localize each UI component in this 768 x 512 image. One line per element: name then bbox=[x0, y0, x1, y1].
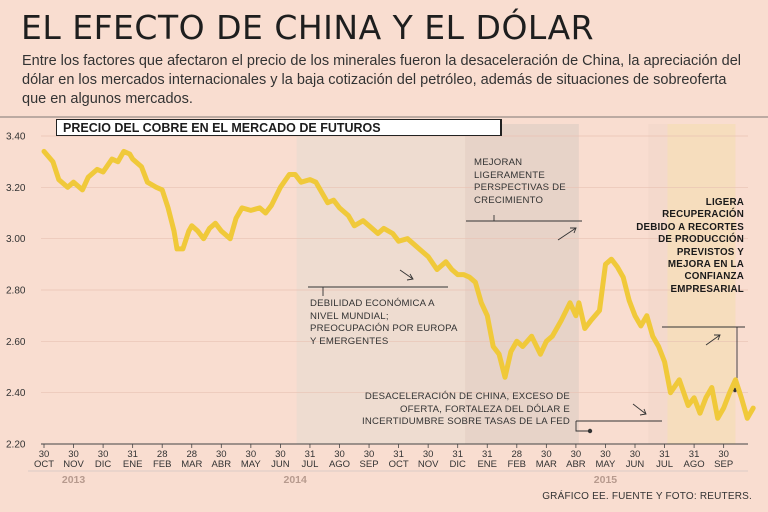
shaded-region bbox=[465, 124, 579, 444]
x-tick-day: 30 bbox=[364, 449, 375, 460]
annotation-mejoran: MEJORAN LIGERAMENTE PERSPECTIVAS DE CREC… bbox=[474, 157, 566, 206]
y-tick-label: 2.40 bbox=[6, 388, 26, 399]
arrow-desaceleracion bbox=[632, 403, 647, 415]
x-tick-day: 30 bbox=[334, 449, 345, 460]
x-tick-day: 30 bbox=[541, 449, 552, 460]
year-label: 2015 bbox=[594, 474, 618, 486]
x-tick-month: JUL bbox=[301, 459, 318, 470]
x-tick-month: FEB bbox=[508, 459, 526, 470]
chart-title: PRECIO DEL COBRE EN EL MERCADO DE FUTURO… bbox=[56, 119, 502, 136]
x-tick-day: 30 bbox=[246, 449, 257, 460]
arrow-ligera-head bbox=[714, 334, 721, 341]
x-tick-day: 28 bbox=[512, 449, 523, 460]
shaded-region bbox=[667, 124, 736, 444]
x-tick-day: 30 bbox=[423, 449, 434, 460]
x-tick-month: SEP bbox=[360, 459, 379, 470]
y-tick-label: 3.40 bbox=[6, 132, 26, 143]
x-tick-month: MAR bbox=[536, 459, 557, 470]
x-tick-day: 31 bbox=[393, 449, 404, 460]
x-tick-day: 30 bbox=[630, 449, 641, 460]
x-tick-day: 28 bbox=[186, 449, 197, 460]
x-tick-day: 30 bbox=[571, 449, 582, 460]
arrow-debilidad bbox=[399, 269, 414, 280]
x-tick-day: 28 bbox=[157, 449, 168, 460]
x-tick-day: 31 bbox=[659, 449, 670, 460]
x-tick-month: MAY bbox=[596, 459, 617, 470]
arrow-mejoran bbox=[557, 227, 577, 241]
arrow-mejoran-head bbox=[570, 227, 577, 234]
x-tick-month: MAR bbox=[181, 459, 202, 470]
x-tick-day: 30 bbox=[275, 449, 286, 460]
y-tick-label: 2.20 bbox=[6, 440, 26, 451]
page-title: EL EFECTO DE CHINA Y EL DÓLAR bbox=[21, 8, 595, 47]
x-tick-day: 30 bbox=[98, 449, 109, 460]
x-tick-month: DIC bbox=[95, 459, 112, 470]
shaded-regions bbox=[0, 116, 768, 444]
series-line bbox=[41, 148, 756, 421]
series-lines bbox=[41, 148, 756, 421]
arrow-desaceleracion-head bbox=[639, 408, 647, 416]
x-tick-day: 31 bbox=[482, 449, 493, 460]
year-label: 2013 bbox=[62, 474, 86, 486]
shaded-region bbox=[296, 124, 466, 444]
x-tick-month: ABR bbox=[212, 459, 232, 470]
y-tick-label: 2.60 bbox=[6, 337, 26, 348]
x-axis: 30OCT30NOV30DIC31ENE28FEB28MAR30ABR30MAY… bbox=[28, 444, 748, 486]
chart-gridlines bbox=[41, 135, 748, 445]
x-tick-day: 30 bbox=[600, 449, 611, 460]
source-credit: GRÁFICO EE. FUENTE Y FOTO: REUTERS. bbox=[542, 491, 752, 502]
x-tick-month: FEB bbox=[153, 459, 171, 470]
y-axis-ticks: 3.40 3.20 3.00 2.80 2.60 2.40 2.20 bbox=[6, 132, 26, 451]
x-tick-month: DIC bbox=[450, 459, 467, 470]
x-tick-month: OCT bbox=[389, 459, 409, 470]
x-tick-month: MAY bbox=[241, 459, 262, 470]
x-tick-month: AGO bbox=[684, 459, 705, 470]
x-tick-month: JUL bbox=[656, 459, 673, 470]
x-tick-month: OCT bbox=[34, 459, 54, 470]
year-label: 2014 bbox=[283, 474, 307, 486]
annotation-debilidad: DEBILIDAD ECONÓMICA A NIVEL MUNDIAL; PRE… bbox=[310, 298, 458, 347]
y-tick-label: 3.20 bbox=[6, 183, 26, 194]
arrow-debilidad-head bbox=[406, 273, 414, 281]
x-tick-month: ENE bbox=[123, 459, 143, 470]
page-subtitle: Entre los factores que afectaron el prec… bbox=[22, 53, 741, 107]
x-tick-day: 30 bbox=[39, 449, 50, 460]
annotation-ligera: LIGERA RECUPERACIÓN DEBIDO A RECORTES DE… bbox=[636, 197, 744, 295]
y-tick-label: 2.80 bbox=[6, 286, 26, 297]
leader-desaceleracion-elbow bbox=[575, 421, 590, 432]
x-tick-day: 30 bbox=[718, 449, 729, 460]
x-tick-month: JUN bbox=[626, 459, 645, 470]
x-tick-day: 31 bbox=[127, 449, 138, 460]
x-tick-day: 30 bbox=[216, 449, 227, 460]
x-tick-day: 30 bbox=[68, 449, 79, 460]
leader-desaceleracion-dot bbox=[587, 428, 593, 434]
annotation-desaceleracion: DESACELERACIÓN DE CHINA, EXCESO DE OFERT… bbox=[362, 391, 570, 427]
x-tick-month: JUN bbox=[271, 459, 290, 470]
x-tick-month: AGO bbox=[329, 459, 350, 470]
arrow-ligera bbox=[705, 334, 721, 346]
x-tick-month: NOV bbox=[63, 459, 84, 470]
x-tick-month: SEP bbox=[714, 459, 733, 470]
x-tick-day: 31 bbox=[689, 449, 700, 460]
x-tick-month: ENE bbox=[477, 459, 497, 470]
x-tick-month: ABR bbox=[566, 459, 586, 470]
x-tick-day: 31 bbox=[452, 449, 463, 460]
x-tick-month: NOV bbox=[418, 459, 439, 470]
x-tick-day: 31 bbox=[305, 449, 316, 460]
y-tick-label: 3.00 bbox=[6, 234, 26, 245]
